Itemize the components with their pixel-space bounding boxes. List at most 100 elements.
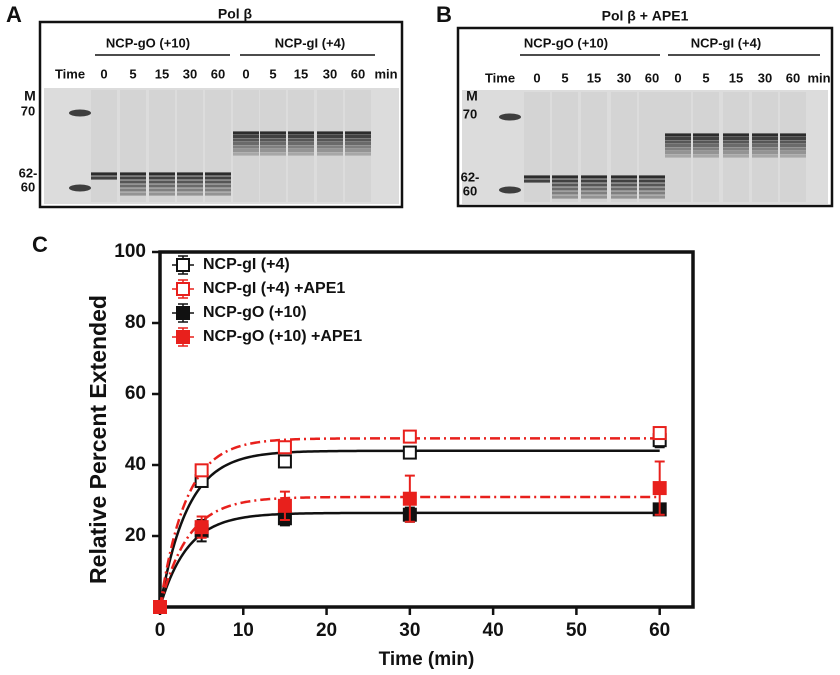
gel-band (581, 195, 607, 199)
group-label: NCP-gO (+10) (524, 35, 608, 50)
gel-band (611, 183, 637, 187)
legend-marker (176, 306, 190, 320)
gel-band (780, 133, 806, 137)
gel-band (665, 136, 691, 141)
gel-band (499, 113, 521, 121)
legend-marker (176, 330, 190, 344)
data-point (277, 454, 292, 469)
gel-band (693, 154, 719, 158)
gel-band (752, 133, 778, 137)
time-unit: min (374, 66, 397, 81)
gel-band (233, 152, 259, 156)
lane-label: 15 (587, 70, 601, 85)
gel-band (611, 195, 637, 199)
legend-marker (176, 282, 190, 296)
gel-lane (524, 92, 550, 202)
x-tick-label: 30 (399, 620, 420, 641)
marker-label: M (24, 88, 36, 104)
group-label: NCP-gO (+10) (106, 35, 190, 50)
gel-title: Pol β (218, 6, 253, 22)
x-tick-label: 0 (155, 620, 166, 641)
gel-band (288, 138, 314, 142)
gel-band (665, 133, 691, 137)
gel-band (611, 187, 637, 191)
gel-band (499, 186, 521, 194)
gel-band (639, 175, 665, 179)
time-unit: min (807, 70, 830, 85)
gel-band (317, 138, 343, 142)
gel-band (345, 152, 371, 156)
gel-band (752, 150, 778, 155)
gel-band (639, 195, 665, 199)
gel-band (552, 195, 578, 199)
gel-band (693, 147, 719, 151)
data-point (402, 429, 417, 444)
gel-band (91, 176, 117, 180)
gel-band (120, 192, 146, 196)
x-tick-label: 60 (649, 620, 670, 641)
gel-band (317, 145, 343, 149)
gel-band (552, 175, 578, 179)
gel-band (639, 187, 665, 191)
gel-band (345, 134, 371, 139)
gel-band (665, 154, 691, 158)
panel-a-frame (38, 20, 404, 209)
gel-band (639, 183, 665, 187)
gel-band (665, 140, 691, 144)
fit-curve (158, 437, 660, 608)
gel-band (780, 154, 806, 158)
gel-band (317, 141, 343, 146)
data-point (194, 463, 209, 478)
lane-label: 5 (269, 66, 276, 81)
gel-lane (260, 90, 286, 202)
gel-band (552, 191, 578, 195)
data-point (402, 491, 417, 506)
gel-band (149, 176, 175, 180)
gel-band (233, 148, 259, 153)
size-label: 60 (463, 183, 477, 198)
time-label: Time (55, 66, 85, 81)
gel-lane (233, 90, 259, 202)
lane-label: 5 (561, 70, 568, 85)
gel-band (552, 187, 578, 191)
time-label: Time (485, 70, 515, 85)
gel-band (552, 183, 578, 187)
panel-b-frame (456, 26, 834, 208)
gel-band (693, 133, 719, 137)
lane-label: 0 (100, 66, 107, 81)
marker-label: M (466, 88, 478, 104)
gel-band (345, 145, 371, 149)
lane-label: 60 (211, 66, 225, 81)
gel-band (288, 131, 314, 135)
gel-band (780, 136, 806, 141)
size-label: 60 (21, 179, 35, 194)
gel-band (233, 141, 259, 146)
gel-band (205, 184, 231, 188)
gel-band (177, 176, 203, 180)
y-tick-label: 80 (125, 312, 146, 333)
y-tick-label: 60 (125, 383, 146, 404)
gel-band (639, 179, 665, 183)
gel-band (69, 184, 91, 192)
data-point (153, 600, 167, 614)
x-tick-label: 20 (316, 620, 337, 641)
gel-band (288, 134, 314, 139)
lane-label: 30 (758, 70, 772, 85)
gel-band (177, 184, 203, 188)
gel-band (780, 143, 806, 148)
size-label: 70 (21, 103, 35, 118)
gel-band (91, 172, 117, 176)
gel-lane (345, 90, 371, 202)
gel-band (780, 147, 806, 151)
gel-band (611, 191, 637, 195)
gel-band (752, 143, 778, 148)
legend-label: NCP-gO (+10) (203, 304, 307, 321)
panel-label: C (32, 232, 48, 257)
gel-band (752, 140, 778, 144)
gel-band (233, 131, 259, 135)
size-label: 62- (461, 169, 480, 184)
legend-label: NCP-gO (+10) +APE1 (203, 328, 362, 345)
lane-label: 15 (729, 70, 743, 85)
y-axis-title: Relative Percent Extended (85, 295, 111, 584)
lane-label: 5 (129, 66, 136, 81)
